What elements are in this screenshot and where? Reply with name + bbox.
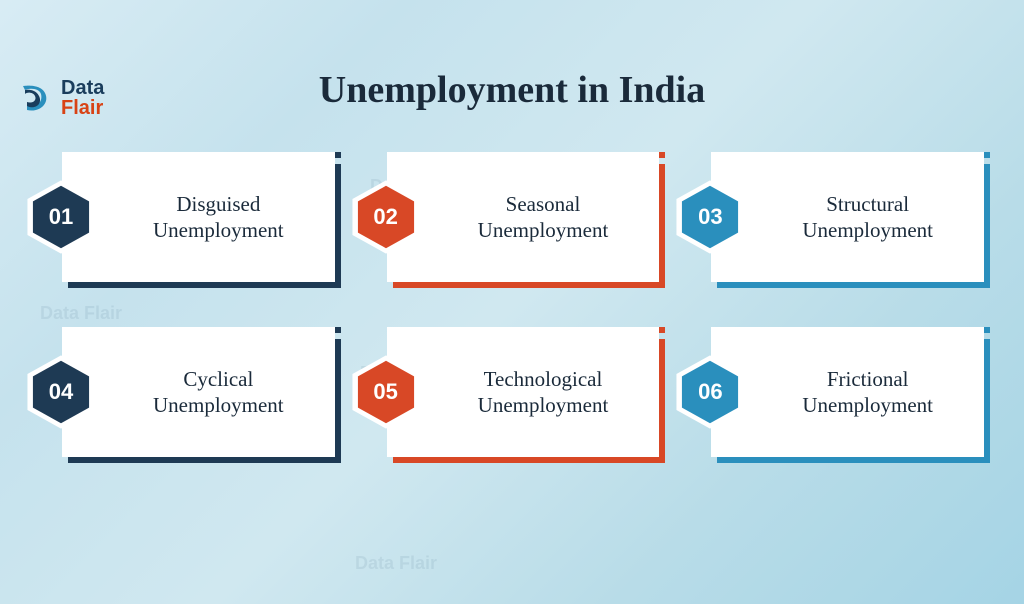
card-box: StructuralUnemployment: [711, 152, 984, 282]
card-box: FrictionalUnemployment: [711, 327, 984, 457]
hexagon-number: 06: [698, 379, 722, 405]
hexagon-number: 01: [49, 204, 73, 230]
card-label: DisguisedUnemployment: [153, 191, 284, 244]
logo-text-top: Data: [61, 78, 104, 98]
hexagon-number: 03: [698, 204, 722, 230]
card-item: CyclicalUnemployment 04: [40, 327, 335, 457]
hexagon-number: 04: [49, 379, 73, 405]
card-label: CyclicalUnemployment: [153, 366, 284, 419]
card-item: FrictionalUnemployment 06: [689, 327, 984, 457]
hexagon-number: 05: [373, 379, 397, 405]
hexagon-badge: 02: [347, 178, 425, 256]
watermark: Data Flair: [355, 553, 437, 574]
card-item: StructuralUnemployment 03: [689, 152, 984, 282]
logo-icon: [15, 78, 55, 118]
hexagon-number: 02: [373, 204, 397, 230]
logo-text: Data Flair: [61, 78, 104, 118]
page-title: Unemployment in India: [0, 68, 1024, 112]
card-box: DisguisedUnemployment: [62, 152, 335, 282]
hexagon-badge: 04: [22, 353, 100, 431]
watermark: Data Flair: [40, 303, 122, 324]
card-item: TechnologicalUnemployment 05: [365, 327, 660, 457]
card-box: SeasonalUnemployment: [387, 152, 660, 282]
card-box: TechnologicalUnemployment: [387, 327, 660, 457]
logo: Data Flair: [15, 78, 104, 118]
card-item: DisguisedUnemployment 01: [40, 152, 335, 282]
card-item: SeasonalUnemployment 02: [365, 152, 660, 282]
card-label: StructuralUnemployment: [802, 191, 933, 244]
card-label: FrictionalUnemployment: [802, 366, 933, 419]
logo-text-bottom: Flair: [61, 98, 104, 118]
card-box: CyclicalUnemployment: [62, 327, 335, 457]
hexagon-badge: 05: [347, 353, 425, 431]
hexagon-badge: 01: [22, 178, 100, 256]
hexagon-badge: 03: [671, 178, 749, 256]
hexagon-badge: 06: [671, 353, 749, 431]
card-grid: DisguisedUnemployment 01 SeasonalUnemplo…: [0, 112, 1024, 457]
card-label: SeasonalUnemployment: [478, 191, 609, 244]
card-label: TechnologicalUnemployment: [478, 366, 609, 419]
